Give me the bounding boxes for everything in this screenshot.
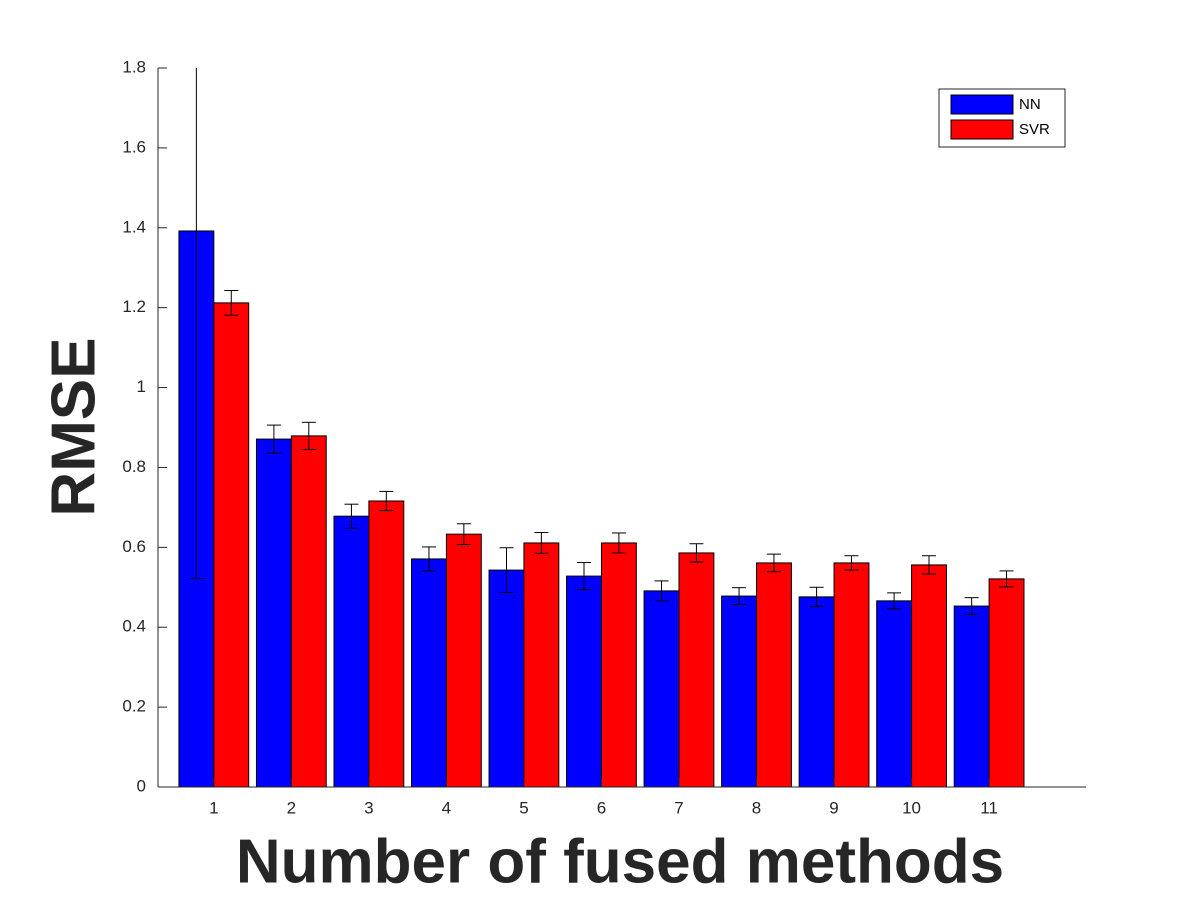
bar <box>255 438 292 787</box>
error-bar <box>421 546 436 572</box>
legend-label: NN <box>1019 96 1041 113</box>
y-tick-label: 0.8 <box>122 457 146 476</box>
error-bar <box>922 555 937 575</box>
bar <box>290 435 327 787</box>
bar <box>411 558 447 787</box>
error-bar <box>301 421 316 450</box>
bar <box>488 569 525 787</box>
bar <box>911 564 947 787</box>
bar <box>600 542 637 787</box>
error-bar <box>732 587 747 605</box>
error-bar <box>611 532 626 554</box>
error-bar <box>499 547 514 593</box>
y-tick-label: 1.8 <box>122 57 146 76</box>
bar <box>368 500 405 787</box>
x-tick-label: 11 <box>980 798 998 817</box>
error-bar <box>344 503 359 529</box>
y-axis-title: RMSE <box>39 337 108 516</box>
y-tick-label: 0.4 <box>122 617 146 636</box>
error-bar <box>189 68 204 579</box>
y-tick-label: 0.6 <box>122 537 146 556</box>
bar <box>643 590 680 787</box>
bar <box>988 578 1025 787</box>
error-bar <box>654 580 669 602</box>
error-bar <box>999 570 1014 588</box>
x-axis-title: Number of fused methods <box>236 827 1004 896</box>
error-bar <box>456 523 471 546</box>
bar <box>523 542 560 787</box>
bar <box>953 605 990 787</box>
y-tick-label: 1 <box>137 377 146 396</box>
x-tick-label: 8 <box>752 798 761 817</box>
bar <box>876 600 913 787</box>
error-bar <box>379 490 394 512</box>
legend: NN SVR <box>938 88 1066 148</box>
error-bar <box>766 553 781 573</box>
error-bar <box>534 532 549 554</box>
bar <box>333 515 370 787</box>
x-tick-label: 9 <box>829 798 838 817</box>
x-tick-label: 5 <box>519 798 528 817</box>
x-tick-label: 10 <box>902 798 921 817</box>
y-tick-label: 1.6 <box>122 137 146 156</box>
legend-swatch <box>950 119 1014 140</box>
error-bar <box>266 424 281 454</box>
error-bar <box>844 555 859 571</box>
y-tick-label: 0.2 <box>122 697 146 716</box>
bar <box>678 552 715 787</box>
legend-swatch <box>950 94 1014 115</box>
x-tick-label: 3 <box>364 798 373 817</box>
error-bar <box>577 562 592 591</box>
x-tick-label: 2 <box>287 798 296 817</box>
error-bar <box>809 586 824 607</box>
plot-area <box>178 68 1025 787</box>
error-bar <box>887 592 902 610</box>
bar <box>833 562 870 787</box>
bar <box>756 562 792 787</box>
x-tick-label: 4 <box>442 798 451 817</box>
error-bar <box>689 543 704 563</box>
error-bar <box>224 289 239 316</box>
bar <box>213 302 250 787</box>
y-tick-label: 0 <box>137 776 146 795</box>
bar <box>721 595 758 787</box>
bar <box>566 575 602 787</box>
y-tick-label: 1.4 <box>122 217 146 236</box>
legend-label: SVR <box>1019 121 1050 138</box>
bar <box>445 533 482 787</box>
y-tick-label: 1.2 <box>122 297 146 316</box>
x-tick-label: 1 <box>209 798 218 817</box>
x-tick-label: 7 <box>674 798 683 817</box>
x-tick-label: 6 <box>597 798 606 817</box>
error-bar <box>964 597 979 615</box>
bar <box>798 596 835 787</box>
